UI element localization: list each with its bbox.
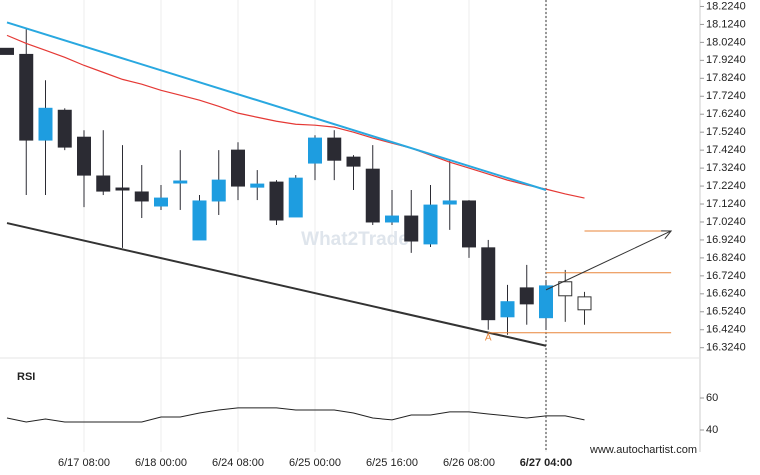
candle-body <box>539 285 553 319</box>
arrow-head <box>661 230 673 240</box>
candle-body <box>519 287 534 305</box>
y-tick-label: 18.0240 <box>706 36 746 48</box>
candle-body <box>77 136 91 176</box>
candle-body <box>115 187 130 191</box>
candle-body <box>250 183 265 188</box>
y-tick-label: 17.5240 <box>706 126 746 138</box>
y-tick-label: 16.7240 <box>706 270 746 282</box>
candle-body <box>288 177 303 218</box>
y-tick-label: 17.9240 <box>706 54 746 66</box>
candle-body <box>385 215 399 223</box>
candle-body <box>0 47 14 55</box>
candle-body <box>558 281 573 297</box>
candle-body <box>462 200 476 248</box>
candle-body <box>442 200 457 205</box>
y-tick-label: 18.2240 <box>706 0 746 12</box>
x-tick-label: 6/26 08:00 <box>443 457 495 469</box>
candle-body <box>481 247 496 321</box>
candle-body <box>211 179 226 202</box>
y-tick-label: 17.2240 <box>706 180 746 192</box>
candle-body <box>96 175 111 192</box>
candle-body <box>365 168 380 223</box>
candle-body <box>173 180 188 184</box>
candle-body <box>57 109 72 148</box>
annotation: A <box>485 332 492 343</box>
x-tick-label: 6/25 16:00 <box>366 457 418 469</box>
candle-body <box>577 296 592 311</box>
y-tick-label: 16.4240 <box>706 324 746 336</box>
y-tick-label: 17.7240 <box>706 90 746 102</box>
panel-title: RSI <box>17 371 35 383</box>
candle-body <box>500 301 515 318</box>
x-tick-label: 6/25 00:00 <box>289 457 341 469</box>
trend-line <box>6 21 547 191</box>
y-tick-label: 16.3240 <box>706 342 746 354</box>
footer: www.autochartist.com <box>589 444 697 456</box>
rsi-line <box>6 407 585 423</box>
y-tick-label: 17.4240 <box>706 144 746 156</box>
candle-body <box>134 191 149 202</box>
y-tick-label: 60 <box>706 392 718 404</box>
moving-average <box>6 34 585 199</box>
y-tick-label: 16.6240 <box>706 288 746 300</box>
y-tick-label: 17.6240 <box>706 108 746 120</box>
x-tick-label: 6/27 04:00 <box>520 457 573 469</box>
y-tick-label: 17.1240 <box>706 198 746 210</box>
candle-body <box>308 137 322 164</box>
candle-body <box>269 181 284 221</box>
candle-body <box>38 107 53 141</box>
y-tick-label: 40 <box>706 424 718 436</box>
candle-body <box>346 156 361 167</box>
y-tick-label: 18.1240 <box>706 18 746 30</box>
candle-body <box>19 53 34 141</box>
watermark: What2Trade <box>301 229 409 250</box>
trend-line <box>545 230 672 291</box>
candle-body <box>192 200 207 241</box>
candle-body <box>404 215 419 242</box>
y-tick-label: 17.3240 <box>706 162 746 174</box>
y-tick-label: 16.9240 <box>706 234 746 246</box>
x-tick-label: 6/17 08:00 <box>58 457 110 469</box>
candle-body <box>154 197 168 207</box>
y-tick-label: 17.8240 <box>706 72 746 84</box>
y-tick-label: 16.5240 <box>706 306 746 318</box>
candle-body <box>231 149 245 187</box>
y-tick-label: 17.0240 <box>706 216 746 228</box>
trend-line <box>6 222 547 347</box>
x-tick-label: 6/24 08:00 <box>212 457 264 469</box>
y-tick-label: 16.8240 <box>706 252 746 264</box>
x-tick-label: 6/18 00:00 <box>135 457 187 469</box>
candle-body <box>423 204 438 245</box>
candle-body <box>327 137 342 161</box>
